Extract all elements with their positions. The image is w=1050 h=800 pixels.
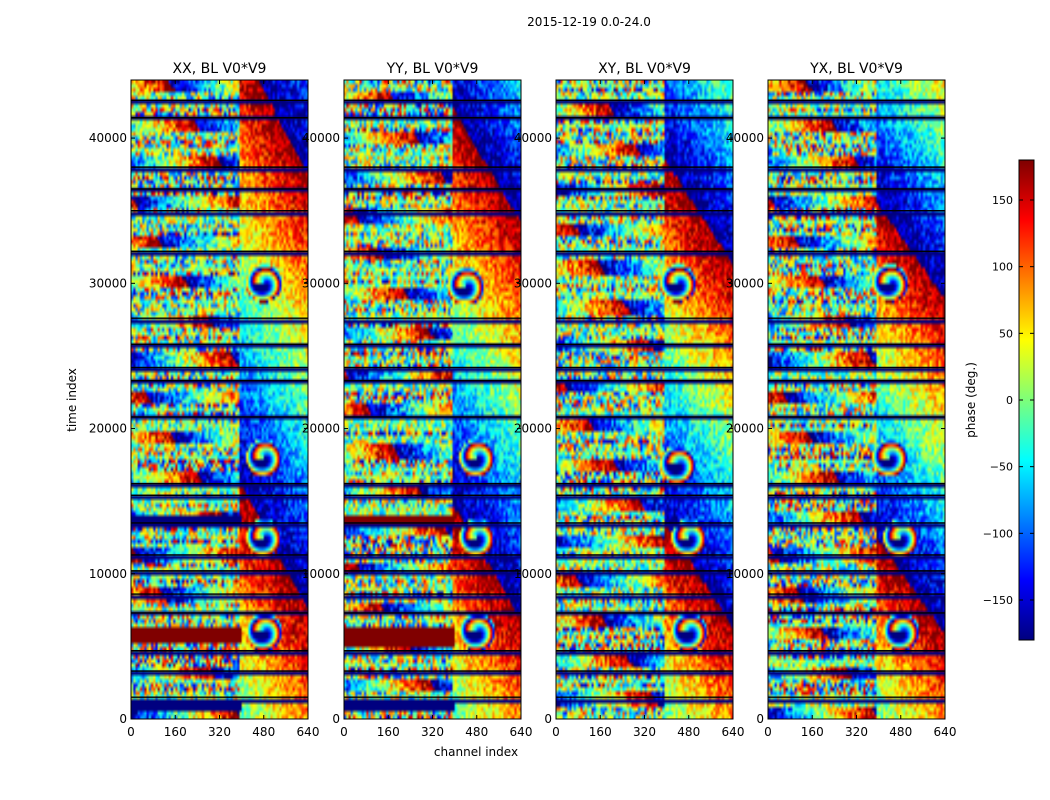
panel-title: YY, BL V0*V9 — [386, 61, 479, 77]
phase-heatmap-2 — [556, 80, 733, 719]
x-tick-label: 480 — [677, 725, 700, 739]
y-tick-label: 0 — [756, 712, 764, 726]
figure-suptitle: 2015-12-19 0.0-24.0 — [527, 15, 651, 29]
y-tick-label: 30000 — [726, 276, 764, 290]
panel-0: XX, BL V0*V9 0 160 320 480 640 0 10000 20000 3000… — [89, 61, 320, 739]
phase-heatmap-1 — [344, 80, 521, 719]
y-tick-label: 30000 — [302, 276, 340, 290]
x-tick-label: 160 — [589, 725, 612, 739]
y-tick-label: 40000 — [514, 131, 552, 145]
x-tick-label: 320 — [845, 725, 868, 739]
x-tick-label: 480 — [252, 725, 275, 739]
y-tick-label: 20000 — [726, 422, 764, 436]
panel-1: YY, BL V0*V9 0 160 320 480 640 0 10000 20000 3000… — [302, 61, 533, 739]
colorbar-tick-label: 150 — [992, 194, 1013, 207]
y-tick-label: 30000 — [514, 276, 552, 290]
x-tick-label: 480 — [465, 725, 488, 739]
y-tick-label: 30000 — [89, 276, 127, 290]
colorbar-tick-label: 50 — [999, 327, 1013, 340]
x-tick-label: 640 — [934, 725, 957, 739]
y-tick-label: 10000 — [514, 567, 552, 581]
phase-heatmap-0 — [131, 80, 308, 719]
colorbar: −150 −100 −50 0 50 100 150 — [983, 159, 1035, 641]
y-tick-label: 40000 — [726, 131, 764, 145]
x-tick-label: 160 — [164, 725, 187, 739]
x-tick-label: 320 — [421, 725, 444, 739]
panel-title: XX, BL V0*V9 — [173, 61, 267, 77]
y-axis-label: time index — [65, 368, 79, 432]
panels-group: XX, BL V0*V9 0 160 320 480 640 0 10000 20000 3000… — [89, 61, 957, 739]
panel-3: YX, BL V0*V9 0 160 320 480 640 0 10000 20000 3000… — [726, 61, 957, 739]
panel-2: XY, BL V0*V9 0 160 320 480 640 0 10000 20000 3000… — [514, 61, 745, 739]
x-tick-label: 640 — [297, 725, 320, 739]
y-tick-label: 0 — [544, 712, 552, 726]
x-tick-label: 640 — [722, 725, 745, 739]
x-tick-label: 480 — [889, 725, 912, 739]
panel-title: XY, BL V0*V9 — [598, 61, 691, 77]
x-tick-label: 640 — [510, 725, 533, 739]
x-tick-label: 320 — [208, 725, 231, 739]
colorbar-label: phase (deg.) — [964, 362, 978, 438]
x-tick-label: 160 — [801, 725, 824, 739]
y-tick-label: 10000 — [302, 567, 340, 581]
x-tick-label: 320 — [633, 725, 656, 739]
panel-title: YX, BL V0*V9 — [809, 61, 903, 77]
colorbar-tick-label: 0 — [1006, 394, 1013, 407]
y-tick-label: 40000 — [89, 131, 127, 145]
y-tick-label: 10000 — [726, 567, 764, 581]
y-tick-label: 40000 — [302, 131, 340, 145]
colorbar-tick-label: −50 — [990, 461, 1013, 474]
y-tick-label: 0 — [332, 712, 340, 726]
colorbar-tick-label: −150 — [983, 594, 1013, 607]
y-tick-label: 0 — [119, 712, 127, 726]
x-tick-label: 160 — [377, 725, 400, 739]
y-tick-label: 20000 — [302, 422, 340, 436]
x-tick-label: 0 — [340, 725, 348, 739]
colorbar-tick-label: 100 — [992, 261, 1013, 274]
x-tick-label: 0 — [127, 725, 135, 739]
x-axis-label: channel index — [434, 745, 518, 759]
phase-heatmap-3 — [768, 80, 945, 719]
y-tick-label: 10000 — [89, 567, 127, 581]
x-tick-label: 0 — [552, 725, 560, 739]
y-tick-label: 20000 — [514, 422, 552, 436]
y-tick-label: 20000 — [89, 422, 127, 436]
colorbar-tick-label: −100 — [983, 527, 1013, 540]
x-tick-label: 0 — [764, 725, 772, 739]
